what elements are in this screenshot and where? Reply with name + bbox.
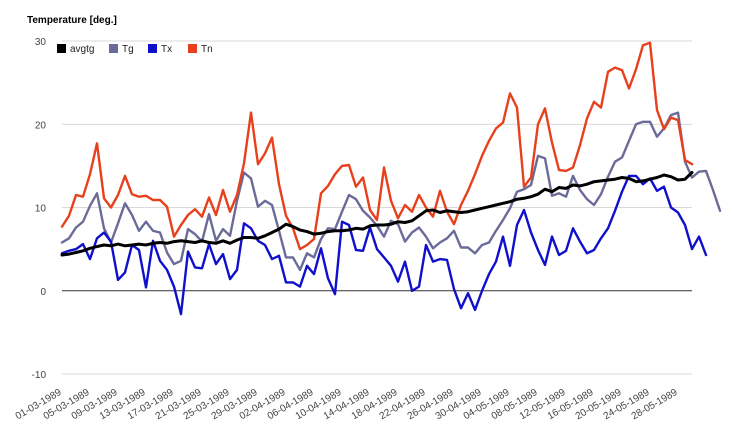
series-line-tg (60, 111, 722, 272)
y-tick-label: 30 (35, 37, 47, 48)
y-tick-label: 0 (40, 287, 46, 298)
y-tick-label: -10 (32, 370, 47, 381)
series-line-tx (60, 174, 708, 316)
series-lines (60, 41, 722, 316)
series-line-tn (60, 41, 694, 251)
legend-swatch-tx (148, 44, 157, 53)
legend-swatch-avgtg (57, 44, 66, 53)
legend-swatch-tg (109, 44, 118, 53)
legend-label-tn: Tn (201, 44, 213, 55)
y-tick-labels: -10 0 10 20 30 (32, 37, 47, 381)
legend: avgtg Tg Tx Tn (57, 44, 213, 55)
grid-lines (62, 40, 692, 375)
y-tick-label: 20 (35, 120, 47, 131)
legend-label-tg: Tg (122, 44, 134, 55)
legend-label-avgtg: avgtg (70, 44, 94, 55)
series-line-avgtg (60, 171, 694, 257)
y-axis-title: Temperature [deg.] (27, 15, 117, 26)
y-tick-label: 10 (35, 204, 47, 215)
legend-label-tx: Tx (161, 44, 172, 55)
legend-swatch-tn (188, 44, 197, 53)
x-tick-labels: 01-03-198905-03-198909-03-198913-03-1989… (14, 387, 680, 422)
